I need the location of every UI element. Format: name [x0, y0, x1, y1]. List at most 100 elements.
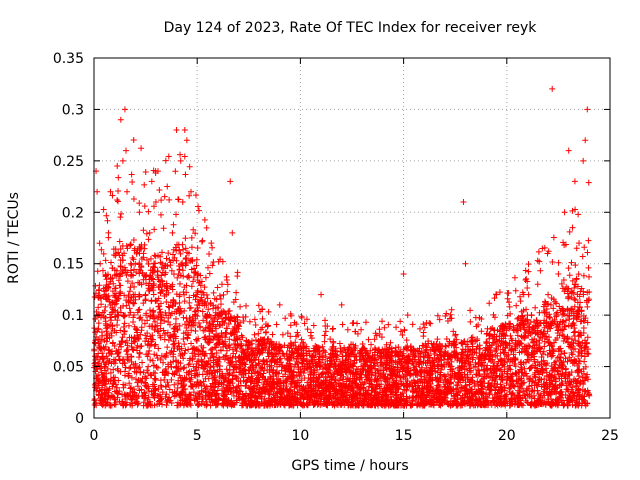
data-point	[188, 283, 195, 290]
data-point	[491, 360, 498, 367]
data-point	[585, 264, 592, 271]
data-point	[129, 254, 136, 261]
data-point	[131, 283, 138, 290]
data-point	[584, 334, 591, 341]
data-point	[117, 327, 124, 334]
data-point	[176, 266, 183, 273]
data-point	[233, 348, 240, 355]
data-point	[277, 355, 284, 362]
data-point	[232, 318, 239, 325]
data-point	[171, 381, 178, 388]
data-point	[166, 304, 173, 311]
data-point	[188, 340, 195, 347]
data-point	[130, 318, 137, 325]
data-point	[146, 347, 153, 354]
data-point	[190, 389, 197, 396]
data-point	[222, 329, 229, 336]
data-point	[503, 380, 510, 387]
data-point	[552, 298, 559, 305]
data-point	[571, 284, 578, 291]
data-point	[92, 315, 99, 322]
data-point	[185, 346, 192, 353]
data-point	[556, 332, 563, 339]
data-point	[526, 383, 533, 390]
data-point	[352, 369, 359, 376]
data-point	[164, 379, 171, 386]
data-point	[126, 365, 133, 372]
data-point	[560, 397, 567, 404]
data-point	[176, 247, 183, 254]
data-point	[187, 304, 194, 311]
data-point	[120, 312, 127, 319]
data-point	[322, 353, 329, 360]
data-point	[125, 322, 132, 329]
data-point	[573, 276, 580, 283]
data-point	[126, 305, 133, 312]
data-point	[570, 346, 577, 353]
data-point	[157, 377, 164, 384]
data-point	[195, 401, 202, 408]
data-point	[194, 301, 201, 308]
data-point	[400, 346, 407, 353]
data-point	[133, 347, 140, 354]
data-point	[127, 242, 134, 249]
data-point	[163, 255, 170, 262]
data-point	[180, 335, 187, 342]
data-point	[504, 358, 511, 365]
data-point	[569, 277, 576, 284]
data-point	[124, 278, 131, 285]
data-point	[223, 347, 230, 354]
data-point	[95, 320, 102, 327]
data-point	[554, 309, 561, 316]
data-point	[139, 317, 146, 324]
data-point	[127, 267, 134, 274]
data-point	[135, 383, 142, 390]
data-point	[91, 293, 98, 300]
data-point	[108, 329, 115, 336]
data-point	[142, 338, 149, 345]
data-point	[125, 373, 132, 380]
data-point	[108, 259, 115, 266]
data-point	[568, 349, 575, 356]
data-point	[564, 312, 571, 319]
data-point	[508, 390, 515, 397]
data-point	[155, 328, 162, 335]
data-point	[556, 390, 563, 397]
data-point	[139, 359, 146, 366]
data-point	[557, 354, 564, 361]
data-point	[115, 277, 122, 284]
data-point	[546, 323, 553, 330]
data-point	[210, 359, 217, 366]
data-point	[186, 294, 193, 301]
data-point	[128, 384, 135, 391]
data-point	[129, 280, 136, 287]
data-point	[120, 323, 127, 330]
data-point	[497, 342, 504, 349]
data-point	[126, 380, 133, 387]
data-point	[157, 259, 164, 266]
data-point	[180, 365, 187, 372]
data-point	[181, 341, 188, 348]
data-point	[190, 278, 197, 285]
data-point	[126, 288, 133, 295]
data-point	[177, 360, 184, 367]
data-point	[176, 299, 183, 306]
data-point	[128, 343, 135, 350]
data-point	[149, 336, 156, 343]
data-point	[566, 354, 573, 361]
points-layer	[91, 85, 593, 409]
data-point	[145, 394, 152, 401]
data-point	[109, 275, 116, 282]
data-point	[141, 320, 148, 327]
data-point	[509, 377, 516, 384]
data-point	[123, 347, 130, 354]
data-point	[532, 304, 539, 311]
data-point	[397, 374, 404, 381]
data-point	[98, 301, 105, 308]
data-point	[201, 284, 208, 291]
data-point	[510, 351, 517, 358]
data-point	[145, 363, 152, 370]
data-point	[148, 297, 155, 304]
data-point	[135, 336, 142, 343]
data-point	[168, 267, 175, 274]
